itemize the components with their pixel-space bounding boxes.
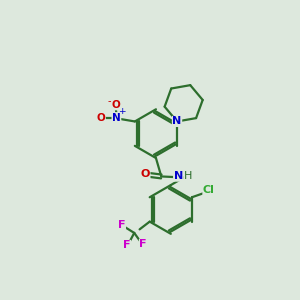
Text: -: - (107, 96, 111, 106)
Text: O: O (141, 169, 150, 179)
Text: Cl: Cl (203, 185, 215, 195)
Text: N: N (174, 171, 183, 181)
Text: N: N (112, 112, 121, 123)
Text: N: N (172, 116, 182, 127)
Text: O: O (111, 100, 120, 110)
Text: F: F (123, 240, 130, 250)
Text: F: F (118, 220, 125, 230)
Text: O: O (97, 112, 105, 123)
Text: H: H (184, 171, 192, 181)
Text: F: F (140, 239, 147, 249)
Text: +: + (118, 107, 125, 116)
